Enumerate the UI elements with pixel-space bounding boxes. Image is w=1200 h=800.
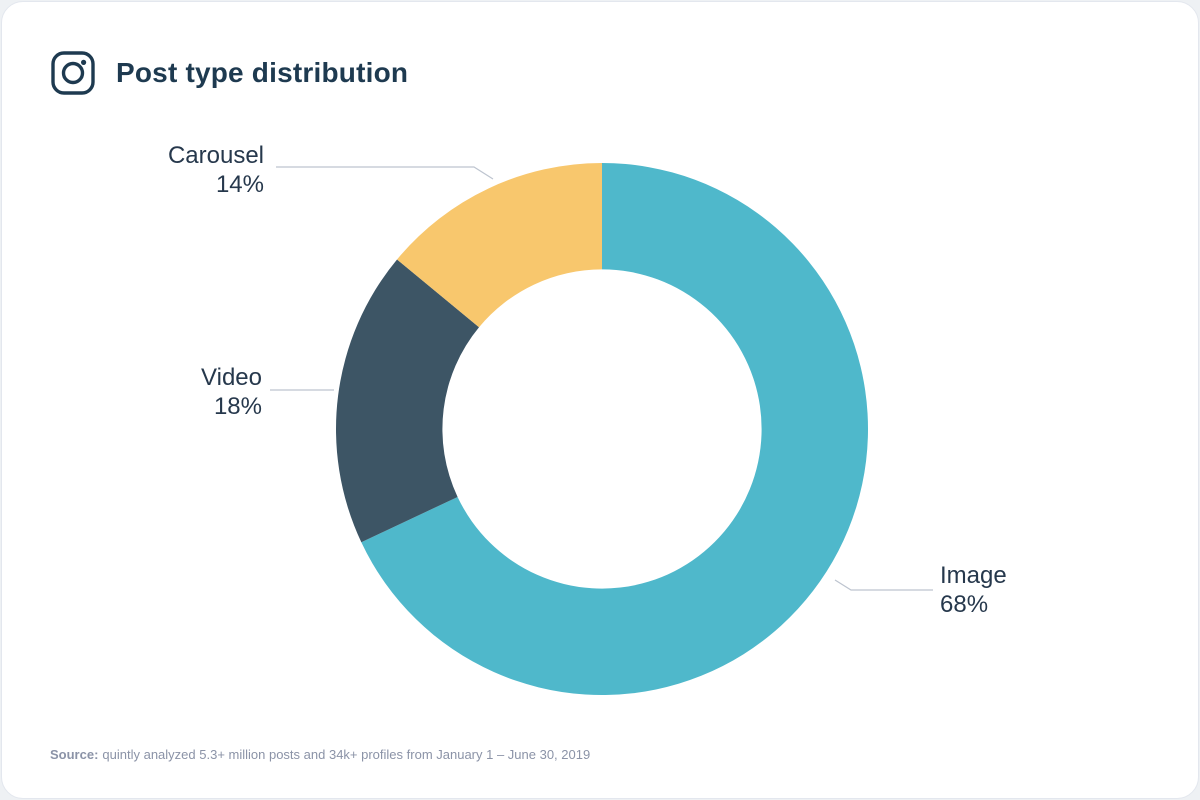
source-prefix: Source: [50, 747, 99, 762]
instagram-icon [51, 51, 95, 95]
slice-label-carousel-value: 14% [215, 171, 264, 198]
donut-slice-carousel [397, 163, 602, 328]
chart-header: Post type distribution [50, 50, 408, 96]
slice-label-carousel: Carousel 14% [102, 141, 264, 199]
slice-label-video: Video 18% [102, 363, 262, 421]
source-note: Source: quintly analyzed 5.3+ million pos… [50, 747, 590, 762]
source-text: quintly analyzed 5.3+ million posts and … [102, 747, 591, 762]
slice-label-image: Image 68% [940, 561, 1100, 619]
slice-label-image-name: Image [940, 562, 1007, 589]
donut-slice-video [336, 259, 480, 543]
slice-label-video-name: Video [201, 364, 262, 391]
donut-chart [336, 163, 869, 695]
donut-slice-image [361, 163, 869, 695]
slice-label-image-value: 68% [940, 591, 989, 618]
slice-label-video-value: 18% [213, 393, 262, 420]
slice-label-carousel-name: Carousel [167, 142, 264, 169]
page-title: Post type distribution [116, 57, 409, 88]
